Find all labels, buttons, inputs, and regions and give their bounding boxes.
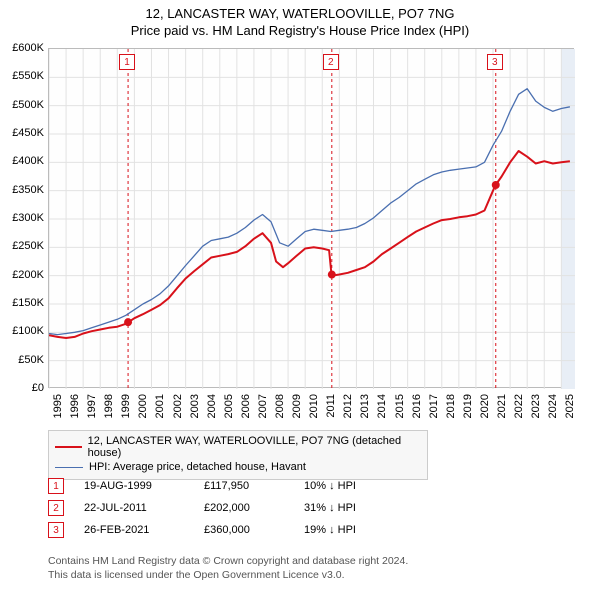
x-tick-label: 2025 — [564, 394, 576, 422]
x-tick-label: 2023 — [530, 394, 542, 422]
x-tick-label: 1996 — [69, 394, 81, 422]
y-tick-label: £0 — [2, 382, 44, 394]
sales-row-marker: 2 — [48, 500, 64, 516]
y-tick-label: £200K — [2, 269, 44, 281]
x-tick-label: 2017 — [428, 394, 440, 422]
x-tick-label: 2015 — [394, 394, 406, 422]
x-tick-label: 2024 — [547, 394, 559, 422]
x-tick-label: 2011 — [325, 394, 337, 422]
x-tick-label: 2022 — [513, 394, 525, 422]
x-tick-label: 1997 — [86, 394, 98, 422]
x-tick-label: 2013 — [359, 394, 371, 422]
x-tick-label: 2018 — [445, 394, 457, 422]
plot-area — [48, 48, 574, 388]
x-tick-label: 2007 — [257, 394, 269, 422]
y-tick-label: £150K — [2, 297, 44, 309]
x-tick-label: 2020 — [479, 394, 491, 422]
y-tick-label: £100K — [2, 325, 44, 337]
sales-row-hpi: 31% ↓ HPI — [304, 502, 384, 514]
legend-swatch — [55, 467, 83, 468]
footer-attribution: Contains HM Land Registry data © Crown c… — [48, 554, 408, 582]
legend-label: 12, LANCASTER WAY, WATERLOOVILLE, PO7 7N… — [88, 435, 421, 459]
x-tick-label: 2012 — [342, 394, 354, 422]
x-tick-label: 2014 — [376, 394, 388, 422]
x-tick-label: 2002 — [172, 394, 184, 422]
x-tick-label: 2021 — [496, 394, 508, 422]
chart-subtitle: Price paid vs. HM Land Registry's House … — [0, 21, 600, 42]
x-tick-label: 2010 — [308, 394, 320, 422]
chart-svg — [49, 49, 575, 389]
y-tick-label: £250K — [2, 240, 44, 252]
sales-row-date: 22-JUL-2011 — [84, 502, 184, 514]
chart-title: 12, LANCASTER WAY, WATERLOOVILLE, PO7 7N… — [0, 0, 600, 21]
y-tick-label: £600K — [2, 42, 44, 54]
y-tick-label: £500K — [2, 99, 44, 111]
chart-container: 12, LANCASTER WAY, WATERLOOVILLE, PO7 7N… — [0, 0, 600, 590]
sales-row-date: 26-FEB-2021 — [84, 524, 184, 536]
legend-label: HPI: Average price, detached house, Hava… — [89, 461, 306, 473]
sales-row-price: £202,000 — [204, 502, 284, 514]
x-tick-label: 2019 — [462, 394, 474, 422]
footer-line-2: This data is licensed under the Open Gov… — [48, 568, 408, 582]
sale-marker-2: 2 — [323, 54, 339, 70]
y-tick-label: £450K — [2, 127, 44, 139]
y-tick-label: £300K — [2, 212, 44, 224]
x-tick-label: 2003 — [189, 394, 201, 422]
legend-row: HPI: Average price, detached house, Hava… — [55, 459, 421, 475]
sales-row-price: £117,950 — [204, 480, 284, 492]
sales-row-hpi: 19% ↓ HPI — [304, 524, 384, 536]
sales-row-hpi: 10% ↓ HPI — [304, 480, 384, 492]
y-tick-label: £50K — [2, 354, 44, 366]
y-tick-label: £400K — [2, 155, 44, 167]
legend-swatch — [55, 446, 82, 448]
x-tick-label: 2000 — [137, 394, 149, 422]
sales-row-price: £360,000 — [204, 524, 284, 536]
x-tick-label: 2008 — [274, 394, 286, 422]
sales-row-marker: 1 — [48, 478, 64, 494]
sales-table: 1 19-AUG-1999 £117,950 10% ↓ HPI 2 22-JUL-201… — [48, 478, 384, 544]
x-tick-label: 2016 — [411, 394, 423, 422]
x-tick-label: 1995 — [52, 394, 64, 422]
sale-marker-3: 3 — [487, 54, 503, 70]
legend: 12, LANCASTER WAY, WATERLOOVILLE, PO7 7N… — [48, 430, 428, 480]
x-tick-label: 2009 — [291, 394, 303, 422]
y-tick-label: £550K — [2, 70, 44, 82]
x-tick-label: 1998 — [103, 394, 115, 422]
sales-row: 2 22-JUL-2011 £202,000 31% ↓ HPI — [48, 500, 384, 516]
footer-line-1: Contains HM Land Registry data © Crown c… — [48, 554, 408, 568]
x-tick-label: 2006 — [240, 394, 252, 422]
x-tick-label: 2005 — [223, 394, 235, 422]
x-tick-label: 2001 — [154, 394, 166, 422]
legend-row: 12, LANCASTER WAY, WATERLOOVILLE, PO7 7N… — [55, 435, 421, 459]
sales-row: 3 26-FEB-2021 £360,000 19% ↓ HPI — [48, 522, 384, 538]
sales-row-date: 19-AUG-1999 — [84, 480, 184, 492]
x-tick-label: 1999 — [120, 394, 132, 422]
y-tick-label: £350K — [2, 184, 44, 196]
x-tick-label: 2004 — [206, 394, 218, 422]
sales-row: 1 19-AUG-1999 £117,950 10% ↓ HPI — [48, 478, 384, 494]
sales-row-marker: 3 — [48, 522, 64, 538]
sale-marker-1: 1 — [119, 54, 135, 70]
